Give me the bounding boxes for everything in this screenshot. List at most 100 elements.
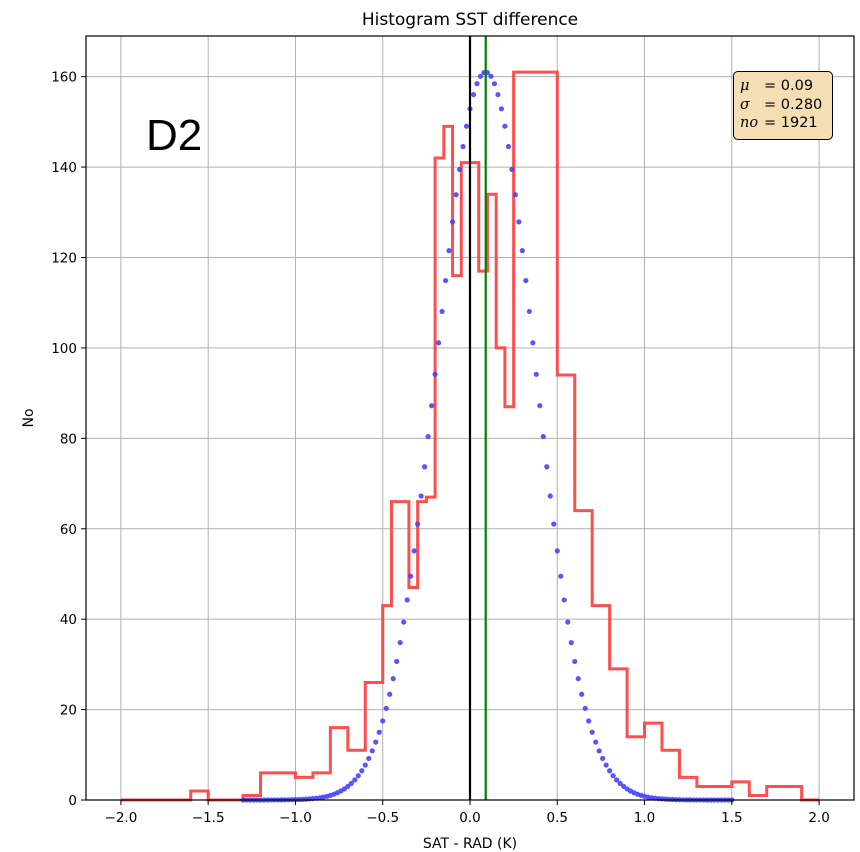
gaussian-fit-point [523,277,529,284]
gaussian-fit-point [442,277,449,284]
gaussian-fit-point [610,773,616,779]
gaussian-fit-point [380,718,386,724]
gaussian-fit-point [422,464,428,470]
x-tick-label: 0.5 [547,810,568,826]
gaussian-fit-point [551,521,557,527]
gaussian-fit-point [519,248,525,254]
stats-mu: μ = 0.09 [740,77,832,96]
gaussian-fit-point [390,676,396,682]
gaussian-fit-point [512,192,518,198]
x-tick-label: 2.0 [808,810,829,826]
gaussian-fit-point [561,597,567,603]
gaussian-fit-point [614,777,620,783]
gaussian-fit-point [474,81,480,87]
gaussian-fit-point [411,548,417,554]
gaussian-fit-point [526,308,532,315]
gaussian-fit-point [355,773,361,779]
gaussian-fit-point [509,166,515,173]
gaussian-fit-point [435,340,442,346]
reference-lines [468,36,487,800]
gaussian-fit-point [502,123,508,129]
gaussian-fit-point [373,739,379,745]
x-tick-label: 0.0 [459,810,480,826]
sigma-symbol: σ [740,96,750,113]
gaussian-fit-point [575,676,581,682]
stats-count: no = 1921 [740,114,832,133]
axis-ticks: −2.0 −1.5 −1.0 −0.5 0.0 0.5 1.0 1.5 2.0 0 20 40 60 80… [51,70,830,826]
gaussian-fit-point [600,755,606,762]
x-tick-label: −1.5 [192,810,225,826]
gaussian-fit-point [505,143,511,150]
gaussian-fit-point [418,493,424,499]
gaussian-fit-point [530,340,536,346]
gaussian-fit-point [415,521,421,527]
mu-symbol: μ [740,78,750,94]
gaussian-fit-point [568,639,574,646]
y-tick-label: 60 [60,522,77,538]
gaussian-fit-point [359,768,365,774]
gaussian-fit-point [460,143,466,150]
gaussian-fit-point [554,548,560,554]
gaussian-fit-point [456,166,463,173]
gaussian-fit-point [453,192,459,198]
gaussian-fit-point [558,573,564,579]
x-tick-label: −0.5 [366,810,399,826]
gaussian-fit-point [446,248,452,254]
gaussian-fit-point [463,123,470,129]
gaussian-fit-point [369,748,375,754]
y-axis-label: No [21,408,37,427]
stats-box: μ = 0.09 σ = 0.280 no = 1921 [733,71,833,140]
x-tick-label: −2.0 [105,810,138,826]
gaussian-fit-point [565,619,571,625]
gaussian-fit-point [439,308,445,315]
gaussian-fit-point [537,403,543,409]
y-tick-label: 120 [51,251,77,267]
gaussian-fit-point [348,780,354,787]
gaussian-fit-point [540,433,546,440]
gaussian-fit-point [408,573,414,579]
x-tick-label: 1.5 [721,810,742,826]
gaussian-fit-point [498,106,505,112]
gaussian-fit-point [533,371,539,377]
y-tick-label: 40 [60,612,77,628]
gaussian-fit-point [544,464,550,470]
gaussian-fit-point [383,705,389,711]
x-axis-label: SAT - RAD (K) [423,836,517,852]
x-tick-label: −1.0 [279,810,312,826]
gaussian-fit-point [387,691,393,697]
gaussian-fit-point [404,597,410,603]
gaussian-fit-point [352,777,358,783]
gaussian-fit-point [366,755,372,762]
histogram-outline [120,70,820,802]
gaussian-fit-point [617,780,623,787]
gaussian-fit-point [572,658,578,665]
gaussian-fit-point [429,403,435,409]
gaussian-fit-point [362,762,368,768]
gaussian-fit-point [425,433,431,440]
gaussian-fit-point [491,81,498,87]
gaussian-fit-point [449,219,456,225]
gaussian-fit-point [345,783,351,790]
no-value: = 1921 [764,115,818,131]
stats-sigma: σ = 0.280 [740,96,832,115]
gaussian-fit-point [516,219,522,225]
y-tick-label: 140 [51,160,77,176]
gaussian-fit-point [579,691,585,697]
gaussian-fit-point [488,73,494,79]
no-symbol: no [740,115,759,131]
gaussian-fit-point [432,371,438,377]
gaussian-fit-point [582,705,588,711]
panel-label: D2 [146,111,202,160]
gaussian-fit-point [495,91,501,98]
gaussian-fit-point [470,91,477,98]
gaussian-fit-point [586,718,592,724]
sigma-value: = 0.280 [764,96,823,113]
gaussian-fit-point [376,729,382,735]
y-tick-label: 100 [51,341,77,357]
y-tick-label: 20 [60,703,77,719]
gaussian-fit-point [547,493,553,499]
gaussian-fit-point [477,73,484,79]
gaussian-fit-point [397,639,403,646]
x-tick-label: 1.0 [634,810,655,826]
